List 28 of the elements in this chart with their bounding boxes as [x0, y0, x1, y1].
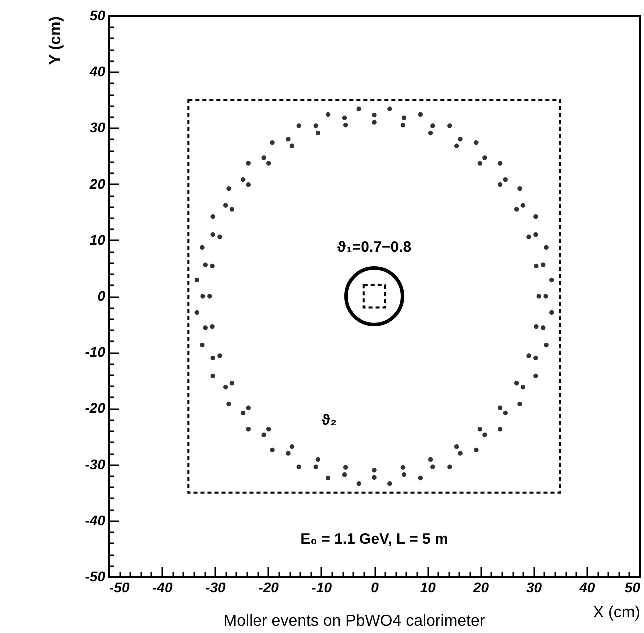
x-tick-label: -10 [312, 580, 332, 596]
x-axis-title: X (cm) [593, 604, 640, 622]
y-tick-label: -10 [85, 344, 106, 360]
annotation: E₀ = 1.1 GeV, L = 5 m [300, 531, 448, 548]
y-tick-label: 30 [90, 120, 106, 136]
x-tick-label: 30 [526, 580, 542, 596]
y-tick-label: -40 [85, 512, 106, 528]
y-tick-label: -20 [85, 400, 106, 416]
x-tick-label: 20 [472, 580, 490, 596]
text: Moller events on PbWO4 calorimeter [224, 613, 486, 630]
y-tick-label: 20 [88, 176, 106, 192]
annotation: ϑ₂ [322, 412, 338, 429]
annotation: ϑ₁=0.7−0.8 [337, 239, 412, 256]
x-tick-label: -50 [110, 580, 130, 596]
x-tick-label: 0 [371, 580, 380, 596]
y-tick-label: 10 [90, 232, 106, 248]
y-axis-title: Y (cm) [47, 16, 64, 66]
x-tick-label: -30 [206, 580, 226, 596]
y-tick-label: 50 [90, 8, 106, 24]
x-tick-label: 40 [578, 580, 596, 596]
x-tick-label: -40 [152, 580, 173, 596]
x-tick-label: -20 [258, 580, 280, 596]
y-tick-label: -30 [85, 456, 106, 472]
y-tick-label: -50 [85, 568, 106, 584]
y-tick-label: 40 [88, 64, 106, 80]
x-tick-label: 50 [624, 580, 641, 596]
y-tick-label: 0 [98, 288, 106, 304]
x-tick-label: 10 [420, 580, 436, 596]
